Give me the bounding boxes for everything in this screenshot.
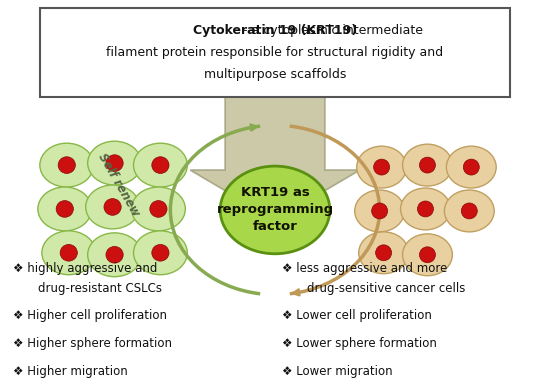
Ellipse shape	[152, 244, 169, 261]
Ellipse shape	[86, 185, 140, 229]
Ellipse shape	[150, 201, 167, 217]
Text: drug-sensitive cancer cells: drug-sensitive cancer cells	[292, 282, 465, 295]
Ellipse shape	[106, 155, 123, 171]
Ellipse shape	[56, 201, 73, 217]
Ellipse shape	[87, 141, 141, 185]
Ellipse shape	[373, 159, 389, 175]
Ellipse shape	[104, 199, 121, 215]
Text: ❖ Higher cell proliferation: ❖ Higher cell proliferation	[13, 309, 167, 322]
Ellipse shape	[372, 203, 388, 219]
Polygon shape	[190, 96, 360, 220]
Ellipse shape	[38, 187, 92, 231]
Ellipse shape	[355, 190, 405, 232]
Text: ❖ Higher migration: ❖ Higher migration	[13, 365, 128, 378]
Ellipse shape	[42, 231, 96, 275]
Text: - a cytoplasmic intermediate: - a cytoplasmic intermediate	[127, 24, 423, 37]
Ellipse shape	[106, 246, 123, 263]
Text: Self renew: Self renew	[95, 151, 142, 219]
Text: Cytokeratin 19 (KRT19): Cytokeratin 19 (KRT19)	[193, 24, 357, 37]
Ellipse shape	[403, 144, 452, 186]
Ellipse shape	[58, 157, 75, 173]
Text: ❖ Lower migration: ❖ Lower migration	[282, 365, 393, 378]
Ellipse shape	[463, 159, 479, 175]
Ellipse shape	[376, 245, 392, 261]
Ellipse shape	[220, 166, 330, 254]
Text: KRT19 as
reprogramming
factor: KRT19 as reprogramming factor	[217, 187, 333, 234]
Ellipse shape	[447, 146, 496, 188]
Ellipse shape	[420, 157, 436, 173]
Ellipse shape	[403, 234, 452, 276]
Ellipse shape	[400, 188, 450, 230]
Ellipse shape	[152, 157, 169, 173]
Ellipse shape	[420, 247, 436, 263]
Ellipse shape	[134, 143, 188, 187]
Ellipse shape	[60, 244, 78, 261]
Ellipse shape	[417, 201, 433, 217]
Ellipse shape	[134, 231, 188, 275]
Text: filament protein responsible for structural rigidity and: filament protein responsible for structu…	[107, 46, 443, 59]
Text: ❖ Lower cell proliferation: ❖ Lower cell proliferation	[282, 309, 432, 322]
Ellipse shape	[357, 146, 406, 188]
Ellipse shape	[461, 203, 477, 219]
Text: ❖ less aggressive and more: ❖ less aggressive and more	[282, 262, 447, 275]
FancyBboxPatch shape	[40, 8, 510, 97]
Text: ❖ highly aggressive and: ❖ highly aggressive and	[13, 262, 157, 275]
Ellipse shape	[359, 232, 409, 274]
Text: multipurpose scaffolds: multipurpose scaffolds	[204, 68, 346, 81]
Ellipse shape	[444, 190, 494, 232]
Text: ❖ Lower sphere formation: ❖ Lower sphere formation	[282, 337, 437, 350]
Ellipse shape	[87, 233, 141, 277]
Text: ❖ Higher sphere formation: ❖ Higher sphere formation	[13, 337, 172, 350]
Ellipse shape	[131, 187, 185, 231]
Ellipse shape	[40, 143, 94, 187]
Text: drug-resistant CSLCs: drug-resistant CSLCs	[23, 282, 162, 295]
